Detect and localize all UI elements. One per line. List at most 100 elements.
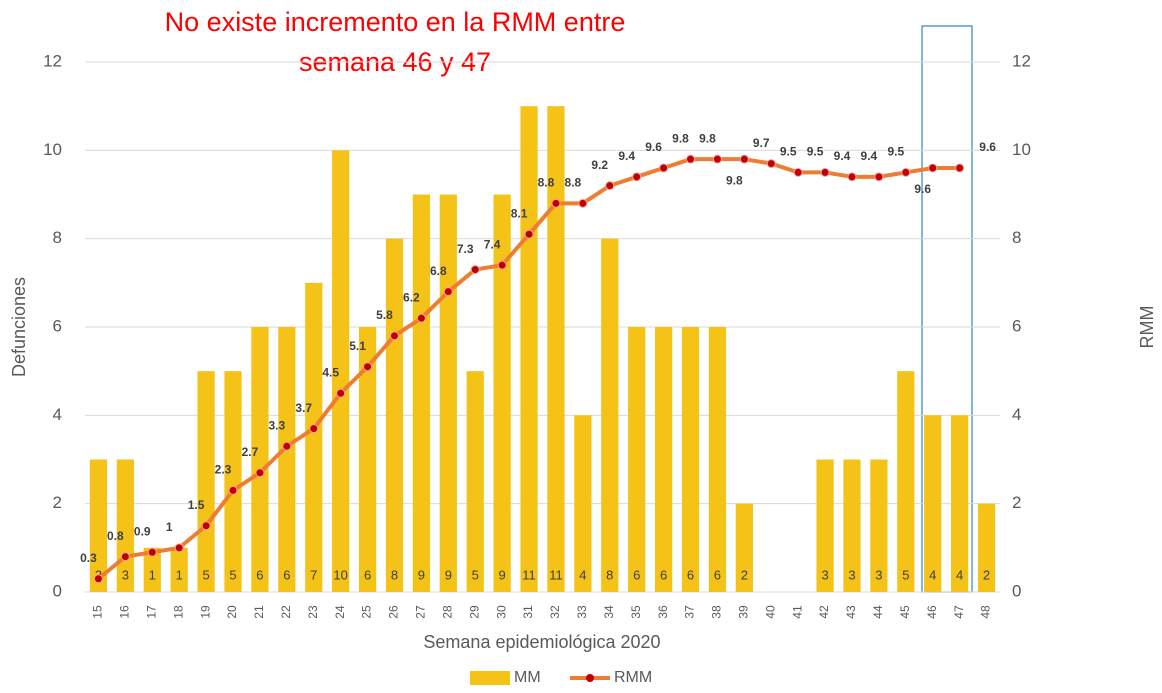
marker [389,331,399,341]
bar-label: 9 [499,567,506,582]
bar-label: 6 [256,567,263,582]
y-axis-label: Defunciones [9,277,29,377]
bar-label: 3 [821,567,828,582]
marker [659,163,669,173]
bar [951,415,969,592]
y-tick-label: 10 [43,140,62,159]
bar-label: 5 [472,567,479,582]
bar [735,503,753,592]
marker [901,167,911,177]
data-label: 8.8 [565,176,582,190]
marker [93,574,103,584]
marker [632,172,642,182]
marker [443,287,453,297]
data-label: 4.5 [322,365,339,379]
x-tick-label: 20 [225,605,239,619]
bar-label: 6 [687,567,694,582]
x-tick-label: 43 [844,605,858,619]
bar [681,327,700,592]
x-tick-label: 33 [575,605,589,619]
y2-tick-label: 6 [1012,316,1021,335]
x-tick-label: 42 [817,605,831,619]
data-label: 9.4 [834,149,851,163]
bar-label: 3 [848,567,855,582]
x-tick-label: 34 [602,605,616,619]
marker [928,163,938,173]
y-tick-label: 2 [53,493,62,512]
bar [143,547,161,592]
marker [228,485,238,495]
marker [793,167,803,177]
data-label: 9.8 [699,131,716,145]
data-label: 0.9 [134,524,151,538]
marker [820,167,830,177]
x-tick-label: 29 [467,605,481,619]
x-axis-label: Semana epidemiológica 2020 [423,632,660,652]
bar [843,459,861,592]
bar [170,547,188,592]
data-label: 5.8 [376,308,393,322]
bar-label: 11 [522,567,536,582]
data-label: 9.2 [591,158,608,172]
marker [120,552,130,562]
x-tick-label: 15 [91,605,105,619]
x-tick-label: 26 [387,605,401,619]
bar-label: 2 [741,567,748,582]
marker [955,163,965,173]
bar [439,194,457,592]
marker [336,388,346,398]
marker [686,154,696,164]
y2-axis-label: RMM [1137,306,1157,349]
y2-tick-label: 12 [1012,51,1031,70]
data-label: 9.5 [807,145,824,159]
y-tick-label: 12 [43,51,62,70]
bar [466,371,484,592]
bar [385,238,404,592]
bar-label: 9 [418,567,425,582]
x-tick-label: 17 [144,605,158,619]
y2-tick-label: 10 [1012,140,1031,159]
data-label: 6.2 [403,290,420,304]
bar [574,415,592,592]
marker [551,198,561,208]
bar [654,327,673,592]
bar-label: 1 [176,567,183,582]
bar-label: 5 [229,567,236,582]
data-label: 9.8 [726,173,743,187]
legend-label: RMM [614,669,652,686]
data-label: 8.8 [538,176,555,190]
marker [874,172,884,182]
data-label: 7.3 [457,242,474,256]
x-tick-label: 37 [683,605,697,619]
marker [497,260,507,270]
marker [282,441,292,451]
marker [605,181,615,191]
data-label: 1 [166,520,173,534]
data-label: 9.4 [861,149,878,163]
bar-label: 5 [202,567,209,582]
chart-title: No existe incremento en la RMM entre [165,7,626,37]
data-label: 3.7 [295,401,312,415]
bar-label: 3 [122,567,129,582]
bar [197,371,215,592]
x-tick-label: 23 [306,605,320,619]
bar [251,327,269,592]
y-tick-label: 0 [53,581,62,600]
bar [977,503,996,592]
x-tick-label: 47 [952,605,966,619]
y-tick-label: 6 [53,316,62,335]
bar-label: 11 [549,567,563,582]
bar-label: 2 [983,567,990,582]
bar-label: 4 [929,567,936,582]
x-tick-label: 24 [333,605,347,619]
marker [309,424,319,434]
marker [363,362,373,372]
x-tick-label: 48 [979,605,993,619]
marker [201,521,211,531]
marker [847,172,857,182]
bar-label: 6 [714,567,721,582]
y2-tick-label: 2 [1012,493,1021,512]
data-label: 9.6 [914,182,931,196]
x-tick-label: 40 [763,605,777,619]
